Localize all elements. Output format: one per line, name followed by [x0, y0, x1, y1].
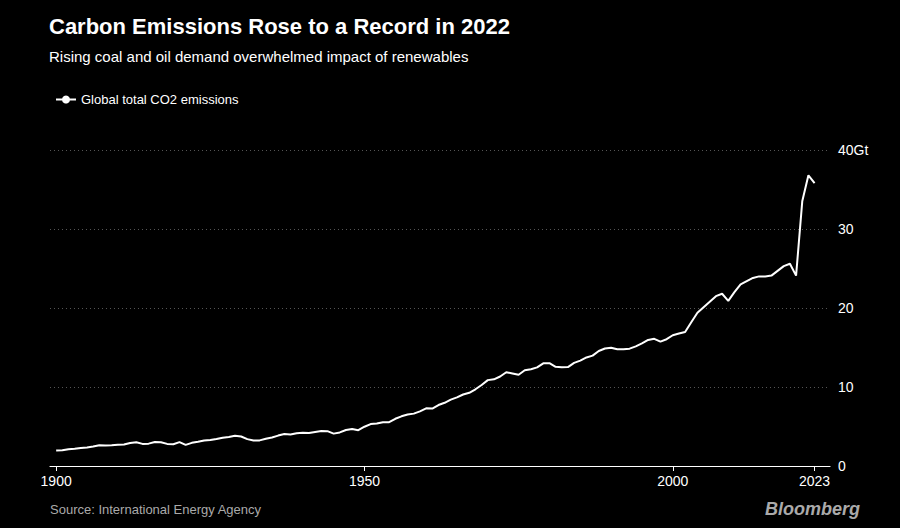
- svg-text:0: 0: [838, 458, 846, 474]
- svg-text:20: 20: [838, 300, 854, 316]
- svg-text:10: 10: [838, 379, 854, 395]
- svg-text:Rising coal and oil demand ove: Rising coal and oil demand overwhelmed i…: [49, 48, 468, 65]
- svg-text:Global total CO2 emissions: Global total CO2 emissions: [81, 92, 239, 107]
- svg-text:1900: 1900: [41, 473, 72, 489]
- svg-text:1950: 1950: [349, 473, 380, 489]
- svg-text:Source: International Energy A: Source: International Energy Agency: [50, 502, 262, 517]
- svg-text:Bloomberg: Bloomberg: [765, 499, 860, 519]
- svg-text:2000: 2000: [657, 473, 688, 489]
- svg-text:Carbon Emissions Rose to a Rec: Carbon Emissions Rose to a Record in 202…: [49, 14, 510, 39]
- svg-text:40Gt: 40Gt: [838, 142, 868, 158]
- svg-text:2023: 2023: [799, 473, 830, 489]
- svg-text:30: 30: [838, 221, 854, 237]
